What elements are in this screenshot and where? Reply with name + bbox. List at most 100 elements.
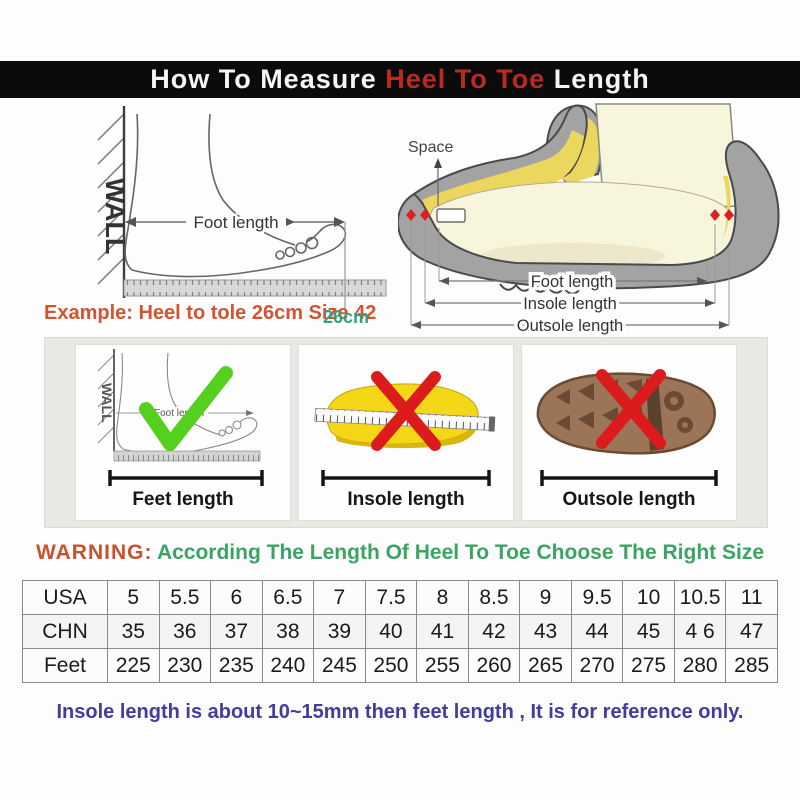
table-row: USA 5 5.5 6 6.5 7 7.5 8 8.5 9 9.5 10 10.5 11 — [22, 580, 778, 615]
size-cell: 275 — [622, 648, 675, 683]
upper-lining — [422, 130, 584, 212]
shoe-diagram: Space Foot length Insole length Outsole … — [398, 103, 780, 339]
shoe-sole — [398, 140, 780, 290]
measurement-label: 26cm — [323, 307, 370, 327]
title-part2: Length — [545, 64, 650, 94]
size-cell: 260 — [467, 648, 521, 683]
warning-line: WARNING: According The Length Of Heel To… — [0, 541, 800, 565]
panel-insole-length: Insole length — [298, 344, 514, 521]
ruler — [123, 279, 387, 297]
size-cell: 38 — [261, 614, 315, 649]
row-label: Feet — [22, 648, 108, 683]
title-bar: How To Measure Heel To Toe Length — [0, 61, 800, 98]
shoe-insole-length-label: Insole length — [523, 295, 617, 313]
title-part1: How To Measure — [150, 64, 386, 94]
size-cell: 280 — [673, 648, 727, 683]
size-cell: 9 — [519, 580, 572, 615]
size-cell: 7 — [313, 580, 366, 615]
foot-outline — [124, 113, 347, 278]
sole-waves — [499, 283, 581, 295]
measure-markers — [406, 209, 734, 221]
foot-length-label: Foot length — [193, 213, 278, 232]
size-cell: 40 — [364, 614, 418, 649]
mini-wall-label: WALL — [99, 383, 115, 423]
size-cell: 9.5 — [570, 580, 624, 615]
tread-dot — [682, 422, 688, 428]
shoe-outsole-length-label: Outsole length — [517, 317, 623, 335]
title-highlight: Heel To Toe — [385, 64, 546, 94]
table-row: CHN 35 36 37 38 39 40 41 42 43 44 45 4 6 47 — [22, 614, 778, 649]
panels-strip: WALL Foot length — [44, 337, 768, 528]
table-row: Feet 225 230 235 240 245 250 255 260 265 270 275 280… — [22, 648, 778, 683]
cross-icon — [371, 371, 441, 451]
size-cell: 270 — [570, 648, 624, 683]
heel-lining — [723, 176, 731, 240]
foot-length-arrow: Foot length — [125, 211, 345, 235]
space-label: Space — [408, 139, 453, 156]
outsole-image — [536, 369, 718, 486]
size-cell: 47 — [725, 614, 778, 649]
example-text: Example: Heel to tole 26cm Size 42 — [44, 302, 377, 324]
panel-label: Insole length — [347, 489, 465, 510]
panel-feet-length: WALL Foot length — [75, 344, 291, 521]
panel-outsole-length: Outsole length — [521, 344, 737, 521]
length-bracket — [108, 470, 264, 486]
size-cell: 36 — [158, 614, 212, 649]
insole-image — [314, 371, 496, 486]
size-cell: 39 — [313, 614, 366, 649]
size-cell: 6 — [210, 580, 263, 615]
wall-label: WALL — [100, 178, 130, 254]
size-cell: 265 — [519, 648, 572, 683]
size-cell: 8 — [416, 580, 469, 615]
tread-dot — [670, 397, 678, 405]
foot-length-dimension: Foot length — [439, 270, 707, 295]
panel-label: Outsole length — [562, 489, 696, 510]
size-table: USA 5 5.5 6 6.5 7 7.5 8 8.5 9 9.5 10 10.5 11 CHN 35 36 37… — [22, 580, 778, 683]
size-cell: 10.5 — [673, 580, 727, 615]
check-icon — [139, 366, 233, 451]
size-cell: 225 — [107, 648, 160, 683]
size-cell: 240 — [261, 648, 315, 683]
length-bracket — [321, 470, 491, 486]
warning-label: WARNING: — [35, 541, 153, 564]
mini-wall-foot-diagram: WALL Foot length — [97, 349, 264, 486]
row-label: CHN — [22, 614, 108, 649]
size-cell: 35 — [107, 614, 160, 649]
shoe-foot-length-label: Foot length — [531, 273, 614, 291]
dimension-guides — [410, 222, 730, 325]
panel-label: Feet length — [132, 489, 234, 510]
size-cell: 250 — [364, 648, 418, 683]
mini-ruler-ticks — [114, 451, 260, 461]
size-cell: 37 — [210, 614, 263, 649]
size-cell: 245 — [313, 648, 366, 683]
size-cell: 45 — [622, 614, 675, 649]
size-cell: 6.5 — [261, 580, 315, 615]
warning-message: According The Length Of Heel To Toe Choo… — [156, 541, 765, 564]
size-cell: 5.5 — [158, 580, 212, 615]
insole-length-dimension: Insole length — [425, 292, 715, 317]
size-cell: 43 — [519, 614, 572, 649]
size-cell: 8.5 — [467, 580, 521, 615]
row-label: USA — [22, 580, 108, 615]
size-cell: 4 6 — [673, 614, 727, 649]
outsole-length-dimension: Outsole length — [411, 314, 729, 339]
size-cell: 5 — [107, 580, 160, 615]
length-bracket — [540, 470, 718, 486]
size-cell: 10 — [622, 580, 675, 615]
size-cell: 42 — [467, 614, 521, 649]
space-arrowhead — [434, 158, 442, 168]
footnote: Insole length is about 10~15mm then feet… — [56, 701, 744, 723]
wall-foot-diagram: WALL Foot length — [97, 106, 387, 314]
size-cell: 11 — [725, 580, 778, 615]
mini-foot-outline — [116, 352, 258, 455]
wall-hatching — [97, 113, 125, 285]
mini-wall-hatching — [97, 354, 115, 444]
size-table-body: USA 5 5.5 6 6.5 7 7.5 8 8.5 9 9.5 10 10.5 11 CHN 35 36 37… — [22, 580, 778, 683]
size-cell: 285 — [725, 648, 778, 683]
toe-space-notch — [436, 208, 466, 223]
size-cell: 235 — [210, 648, 263, 683]
size-cell: 255 — [416, 648, 469, 683]
cross-icon — [596, 369, 666, 449]
size-cell: 7.5 — [364, 580, 418, 615]
